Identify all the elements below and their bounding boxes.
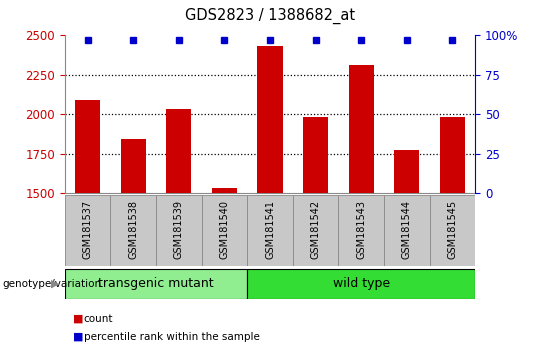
Text: GSM181543: GSM181543 (356, 200, 366, 259)
Text: GSM181538: GSM181538 (128, 200, 138, 259)
Bar (440, 117, 465, 193)
Bar (258, 46, 282, 193)
Bar (303, 117, 328, 193)
Bar (201, 195, 247, 266)
Text: percentile rank within the sample: percentile rank within the sample (84, 332, 260, 342)
Text: ■: ■ (73, 314, 83, 324)
Bar (430, 195, 475, 266)
Text: genotype/variation: genotype/variation (3, 279, 102, 289)
Text: GSM181537: GSM181537 (83, 200, 92, 259)
Text: GDS2823 / 1388682_at: GDS2823 / 1388682_at (185, 8, 355, 24)
Bar (247, 269, 475, 298)
Bar (75, 100, 100, 193)
Text: GSM181545: GSM181545 (448, 200, 457, 259)
Bar (156, 195, 201, 266)
Bar (110, 195, 156, 266)
Bar (293, 195, 339, 266)
Bar (212, 188, 237, 193)
Text: count: count (84, 314, 113, 324)
Bar (65, 195, 110, 266)
Bar (384, 195, 430, 266)
Bar (65, 269, 247, 298)
Text: ■: ■ (73, 332, 83, 342)
Bar (349, 65, 374, 193)
Bar (394, 150, 420, 193)
Text: GSM181544: GSM181544 (402, 200, 412, 259)
Text: GSM181541: GSM181541 (265, 200, 275, 259)
Bar (120, 139, 146, 193)
Text: GSM181542: GSM181542 (310, 200, 321, 259)
Text: transgenic mutant: transgenic mutant (98, 277, 214, 290)
Text: wild type: wild type (333, 277, 390, 290)
Bar (247, 195, 293, 266)
Bar (166, 109, 191, 193)
Bar (339, 195, 384, 266)
Text: ▶: ▶ (51, 279, 59, 289)
Text: GSM181539: GSM181539 (174, 200, 184, 259)
Text: GSM181540: GSM181540 (219, 200, 230, 259)
